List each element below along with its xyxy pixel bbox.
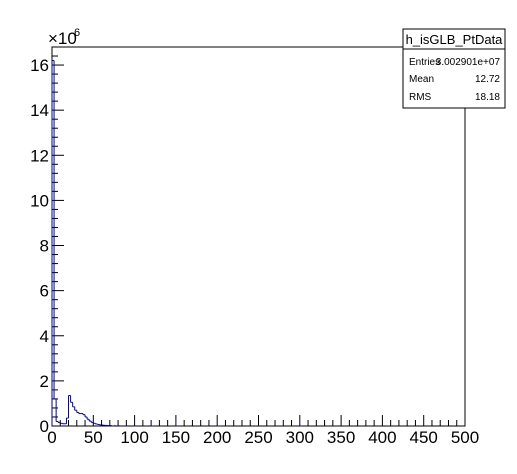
x-tick-label: 250 — [244, 428, 272, 447]
y-tick-label: 12 — [30, 146, 49, 165]
y-tick-label: 16 — [30, 56, 49, 75]
stats-box: h_isGLB_PtData Entries 3.002901e+07 Mean… — [402, 28, 506, 109]
stats-entries-label: Entries — [409, 57, 440, 68]
y-tick-label: 14 — [30, 101, 49, 120]
x-tick-label: 50 — [84, 428, 103, 447]
y-axis-tick-labels: 0 2 4 6 8 10 12 14 16 — [30, 56, 49, 436]
y-axis-ticks — [52, 46, 64, 427]
stats-rms-label: RMS — [409, 92, 432, 103]
y-tick-label: 4 — [40, 327, 49, 346]
y-tick-label: 6 — [40, 282, 49, 301]
stats-box-frame — [402, 28, 506, 109]
stats-histogram-name: h_isGLB_PtData — [406, 32, 504, 47]
stats-mean-label: Mean — [409, 74, 434, 85]
y-multiplier-exponent: 6 — [74, 27, 80, 39]
stats-entries-value: 3.002901e+07 — [436, 57, 501, 68]
x-tick-label: 0 — [47, 428, 56, 447]
histogram-series — [51, 60, 303, 427]
x-tick-label: 500 — [451, 428, 479, 447]
x-tick-label: 300 — [286, 428, 314, 447]
y-tick-label: 0 — [40, 417, 49, 436]
y-tick-label: 2 — [40, 372, 49, 391]
stats-mean-value: 12.72 — [475, 74, 500, 85]
x-axis-tick-labels: 0 50 100 150 200 250 300 350 400 450 500 — [47, 428, 479, 447]
x-tick-label: 100 — [120, 428, 148, 447]
y-axis-multiplier: ×10 6 — [48, 27, 80, 48]
y-tick-label: 8 — [40, 237, 49, 256]
y-tick-label: 10 — [30, 191, 49, 210]
y-multiplier-base: ×10 — [48, 29, 77, 48]
x-tick-label: 150 — [162, 428, 190, 447]
x-tick-label: 450 — [410, 428, 438, 447]
stats-rms-value: 18.18 — [475, 92, 500, 103]
x-tick-label: 350 — [327, 428, 355, 447]
x-tick-label: 200 — [203, 428, 231, 447]
x-tick-label: 400 — [368, 428, 396, 447]
